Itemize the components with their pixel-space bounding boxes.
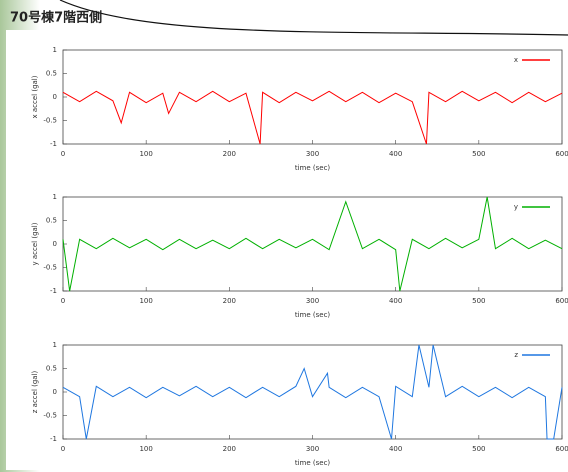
y-axis-label: x accel (gal)	[31, 75, 39, 118]
y-axis-label: z accel (gal)	[31, 370, 39, 413]
y-tick-label: -0.5	[43, 412, 57, 420]
x-axis-label: time (sec)	[295, 311, 331, 319]
y-tick-label: -0.5	[43, 264, 57, 272]
x-tick-label: 300	[306, 445, 319, 453]
x-tick-label: 500	[472, 297, 485, 305]
x-tick-label: 100	[139, 445, 152, 453]
y-tick-label: 0.5	[46, 217, 57, 225]
panel	[6, 30, 566, 470]
y-tick-label: 0	[53, 388, 57, 396]
x-tick-label: 200	[223, 445, 236, 453]
y-axis-label: y accel (gal)	[31, 222, 39, 265]
x-axis-label: time (sec)	[295, 164, 331, 172]
page: 70号棟7階西側 -1-0.500.510100200300400500600t…	[0, 0, 568, 472]
x-tick-label: 0	[61, 150, 65, 158]
x-tick-label: 500	[472, 150, 485, 158]
x-tick-label: 0	[61, 297, 65, 305]
decor-curve	[60, 0, 568, 35]
legend-label: y	[514, 203, 518, 211]
y-tick-label: 0	[53, 93, 57, 101]
x-tick-label: 200	[223, 150, 236, 158]
x-tick-label: 200	[223, 297, 236, 305]
y-tick-label: 1	[53, 193, 57, 201]
y-tick-label: -0.5	[43, 117, 57, 125]
y-tick-label: -1	[50, 287, 57, 295]
legend-label: x	[514, 56, 518, 64]
x-tick-label: 400	[389, 445, 402, 453]
y-tick-label: -1	[50, 140, 57, 148]
x-tick-label: 400	[389, 150, 402, 158]
y-tick-label: 0.5	[46, 70, 57, 78]
x-tick-label: 400	[389, 297, 402, 305]
x-tick-label: 600	[555, 297, 568, 305]
y-tick-label: 0	[53, 240, 57, 248]
page-title: 70号棟7階西側	[10, 10, 102, 26]
x-tick-label: 600	[555, 150, 568, 158]
x-axis-label: time (sec)	[295, 459, 331, 467]
y-tick-label: 1	[53, 46, 57, 54]
legend-label: z	[514, 351, 518, 359]
x-tick-label: 300	[306, 150, 319, 158]
y-tick-label: 0.5	[46, 365, 57, 373]
x-tick-label: 100	[139, 150, 152, 158]
x-tick-label: 500	[472, 445, 485, 453]
y-tick-label: -1	[50, 435, 57, 443]
x-tick-label: 100	[139, 297, 152, 305]
x-tick-label: 600	[555, 445, 568, 453]
x-tick-label: 0	[61, 445, 65, 453]
y-tick-label: 1	[53, 341, 57, 349]
x-tick-label: 300	[306, 297, 319, 305]
